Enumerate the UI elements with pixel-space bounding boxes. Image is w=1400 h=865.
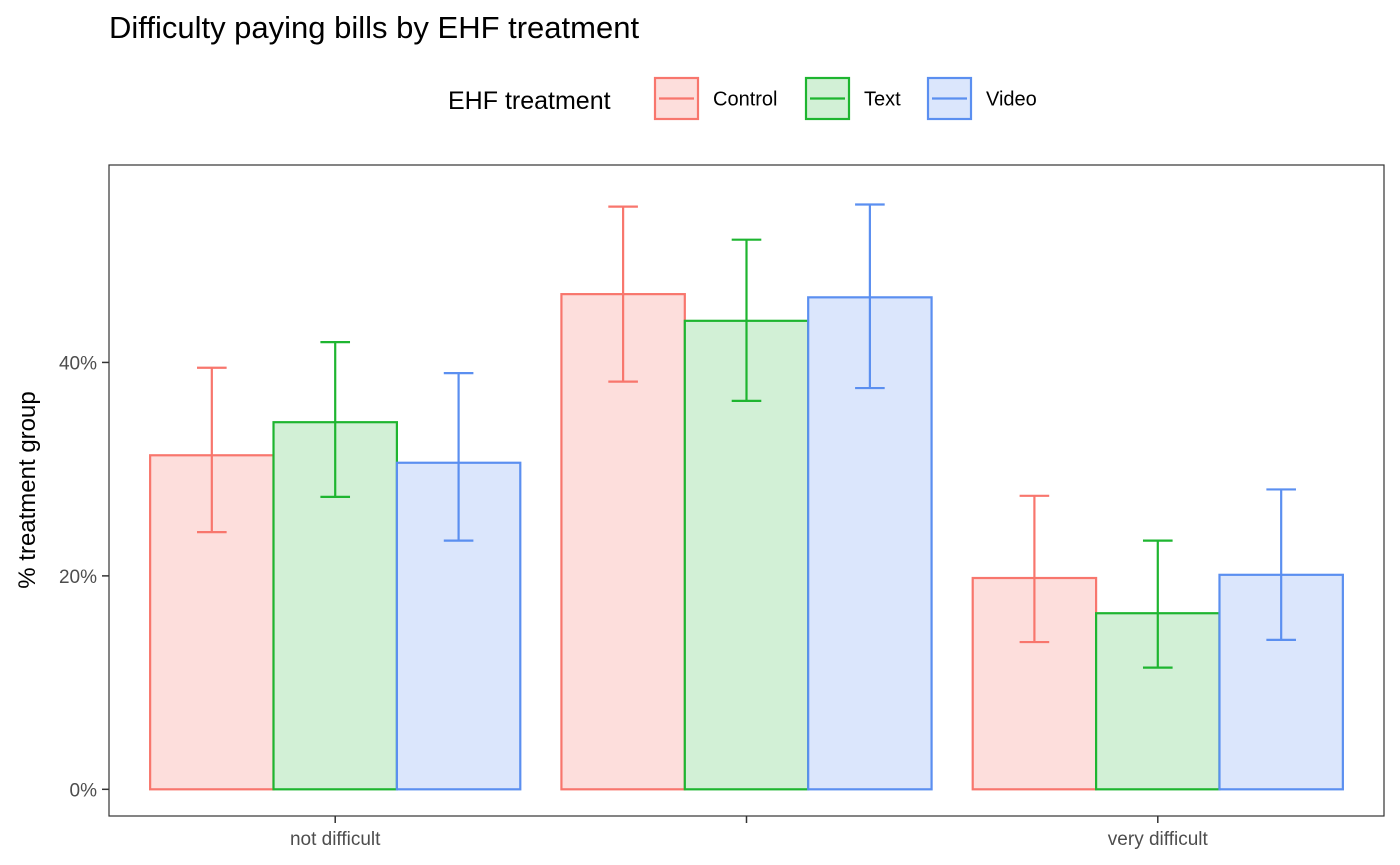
error-bar-control-1 xyxy=(608,205,638,383)
legend-item-text: Text xyxy=(804,76,901,121)
y-axis-title: % treatment group xyxy=(14,391,41,588)
error-bar-video-0 xyxy=(443,372,474,542)
x-tick-label-0: not difficult xyxy=(290,829,381,850)
error-bar-text-2 xyxy=(1142,539,1173,669)
error-bar-video-2 xyxy=(1266,488,1296,642)
error-bars xyxy=(197,203,1296,669)
legend-label-video: Video xyxy=(986,89,1037,111)
y-axis: 0% 20% 40% xyxy=(59,353,109,801)
plot-area: 0% 20% 40% not difficult very difficult xyxy=(59,164,1385,850)
chart-title: Difficulty paying bills by EHF treatment xyxy=(109,10,640,45)
error-bar-video-1 xyxy=(855,203,885,390)
legend: EHF treatment Control Text Video xyxy=(448,76,1037,121)
y-tick-label-0: 0% xyxy=(70,780,98,801)
legend-label-control: Control xyxy=(713,89,777,111)
error-bar-control-0 xyxy=(197,366,227,534)
legend-items: Control Text Video xyxy=(653,76,1037,121)
x-axis: not difficult very difficult xyxy=(290,816,1209,850)
x-tick-label-2: very difficult xyxy=(1108,829,1209,850)
legend-item-video: Video xyxy=(926,76,1037,121)
legend-title: EHF treatment xyxy=(448,87,611,115)
y-tick-label-2: 40% xyxy=(59,353,97,374)
error-bar-control-2 xyxy=(1019,494,1050,644)
legend-item-control: Control xyxy=(653,76,777,121)
legend-label-text: Text xyxy=(864,89,901,111)
y-tick-label-1: 20% xyxy=(59,567,97,588)
error-bar-text-0 xyxy=(320,341,351,499)
error-bar-text-1 xyxy=(731,238,762,402)
